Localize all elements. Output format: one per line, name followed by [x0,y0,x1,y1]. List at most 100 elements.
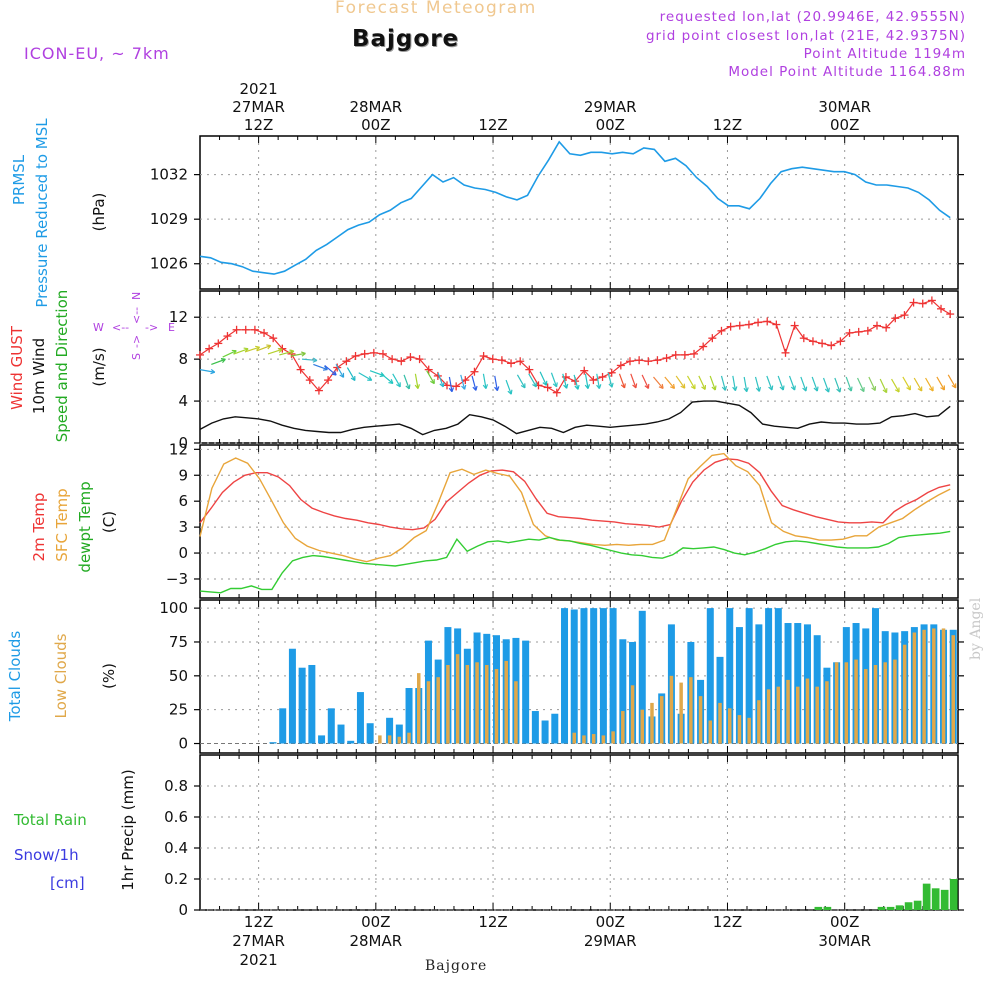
wind-arrow [562,373,569,389]
rain-bar [922,883,931,910]
total-cloud-bar [288,648,296,744]
low-cloud-bar [864,669,868,744]
time-hour-label: 00Z [361,116,390,134]
wind-arrow [766,375,774,391]
wind-arrow [550,372,558,388]
low-cloud-bar [708,720,713,744]
panel-pressure: 1026 1029 1032 [150,135,964,290]
wind-arrow [335,364,345,378]
wind-arrow [392,373,401,388]
wind-arrow [528,373,537,388]
temp-line [199,530,951,594]
y-tick-label: 12 [169,440,188,458]
rain-bar [895,905,904,910]
gust-marker [799,334,808,343]
total-cloud-bar [531,711,539,744]
low-cloud-bar [825,681,829,744]
gust-marker [342,357,351,366]
gust-marker [726,322,735,331]
gust-marker [369,348,378,357]
gust-marker [772,320,781,329]
time-hour-label: 00Z [596,116,625,134]
wind-arrow [902,376,911,391]
low-cloud-bar [727,708,732,744]
pressure-side-label-1: PRMSL [10,154,28,205]
temp-series-0 [199,458,951,531]
gust-marker [699,342,708,351]
gust-marker [845,328,854,337]
gust-marker [653,356,662,365]
gust-marker [818,339,827,348]
time-year-label: 2021 [240,80,278,98]
total-cloud-bar [765,608,773,744]
precip-side-label-2: Snow/1h [14,846,79,864]
wind-speed-series [199,400,951,436]
y-tick-label: 1032 [150,166,188,184]
wind-arrow [358,372,373,381]
total-cloud-bar [726,608,734,744]
total-cloud-bar [551,713,559,744]
y-tick-label: 100 [159,599,188,617]
total-cloud-bar [570,609,578,744]
compass-west: W [93,321,104,334]
gust-marker [918,299,927,308]
gust-marker [937,304,946,313]
wind-arrow [732,375,738,392]
time-hour-label: 12Z [478,913,507,931]
temp-line [199,458,951,531]
wind-arrow [211,357,226,365]
low-cloud-bar [679,682,683,744]
rain-bar [940,889,949,910]
low-cloud-bar [718,702,722,744]
point-altitude: Point Altitude 1194m [803,46,966,62]
gust-marker [909,298,918,307]
gust-marker [863,326,872,335]
gust-marker [744,320,753,329]
wind-arrow [913,377,923,392]
wind-side-label-3: Speed and Direction [53,290,71,443]
wind-arrow [539,371,548,386]
gust-marker [644,357,653,366]
wind-arrow [891,378,900,393]
wind-arrow [811,376,819,392]
wind-arrows [199,344,957,395]
time-year-label: 2021 [240,951,278,969]
gust-marker [827,341,836,350]
temp-side-label-2: SFC Temp [53,488,71,561]
y-tick-label: 8 [178,350,188,368]
total-cloud-bar [298,667,306,744]
total-cloud-bar [347,740,355,744]
time-hour-label: 00Z [361,913,390,931]
low-cloud-bar [912,632,917,744]
total-cloud-bar [279,708,287,744]
gust-marker [470,367,479,376]
y-tick-label: 50 [169,667,188,685]
y-tick-label: 4 [178,392,188,410]
low-cloud-bar [591,734,596,744]
cloud-unit: (%) [100,663,118,689]
time-date-label: 27MAR [232,932,285,950]
wind-arrow [324,364,337,376]
wind-arrow [414,373,421,389]
time-date-label: 28MAR [349,932,402,950]
gust-marker [900,311,909,320]
total-cloud-bar [609,608,617,744]
gust-marker [790,321,799,330]
low-cloud-bar [757,700,761,744]
total-cloud-bar [386,717,394,744]
gust-marker [314,386,323,395]
rain-bar [814,906,823,910]
temp-unit: (C) [100,511,118,533]
total-cloud-bar [774,608,782,744]
gust-marker [360,349,369,358]
low-cloud-bar [601,735,606,744]
wind-arrow [607,372,614,388]
pressure-side-label-2: Pressure Reduced to MSL [33,118,51,308]
compass-north: N [130,292,143,300]
wind-arrow [573,374,580,390]
rain-bar [904,902,913,910]
wind-arrow [800,376,808,392]
